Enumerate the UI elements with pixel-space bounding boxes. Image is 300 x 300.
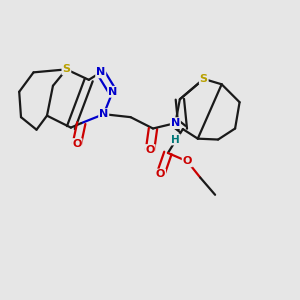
Text: O: O <box>156 169 165 179</box>
Text: N: N <box>99 109 108 119</box>
Text: S: S <box>62 64 70 74</box>
Text: S: S <box>200 74 208 84</box>
Text: N: N <box>171 118 180 128</box>
Text: O: O <box>183 156 192 166</box>
Text: H: H <box>171 134 180 145</box>
Text: O: O <box>145 145 155 155</box>
Text: N: N <box>96 68 105 77</box>
Text: N: N <box>108 87 117 97</box>
Text: O: O <box>72 139 82 149</box>
